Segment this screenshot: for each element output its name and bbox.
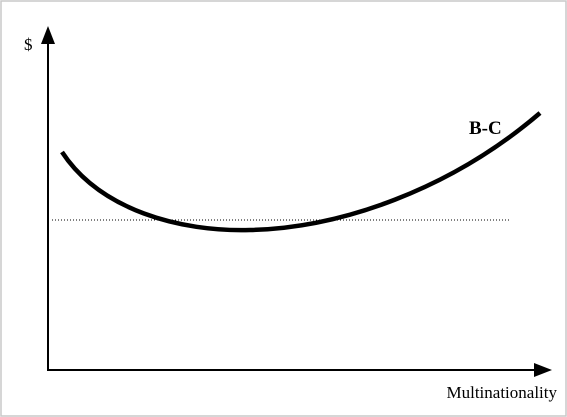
curve-label: B-C [469, 118, 502, 139]
x-axis-arrow [534, 363, 552, 377]
curve [60, 111, 542, 233]
y-axis-label: $ [24, 35, 33, 54]
x-axis-label: Multinationality [447, 383, 558, 402]
y-axis-arrow [41, 26, 55, 44]
